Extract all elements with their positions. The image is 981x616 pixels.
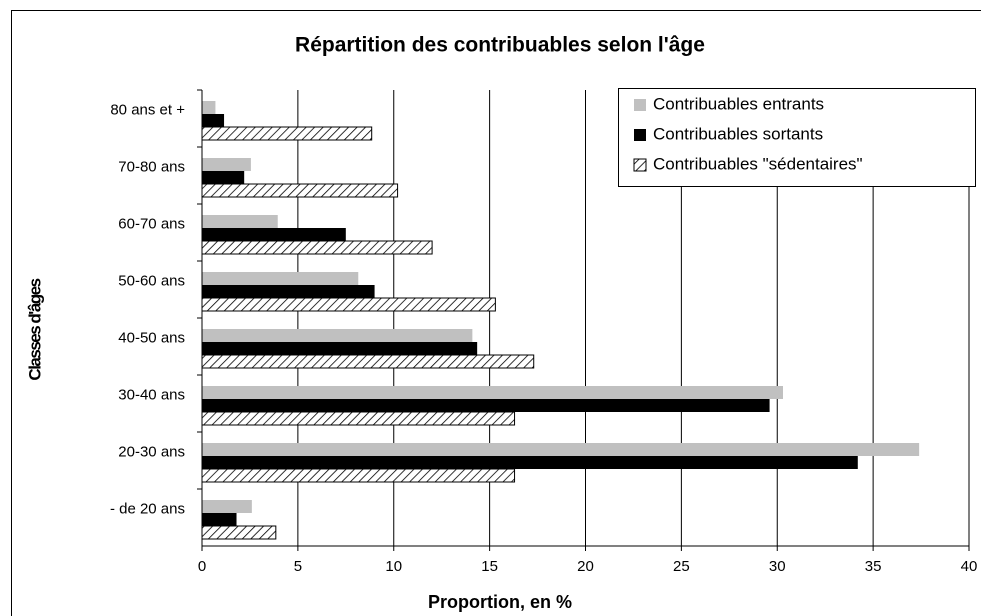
bar [202, 285, 375, 298]
x-tick-label: 30 [769, 558, 786, 575]
bar [201, 354, 535, 369]
x-axis-title: Proportion, en % [428, 592, 572, 612]
y-tick-label: 30-40 ans [118, 386, 185, 403]
x-tick-label: 10 [385, 558, 402, 575]
bar [202, 272, 359, 285]
bar [201, 525, 277, 540]
legend-label: Contribuables "sédentaires" [653, 154, 863, 173]
legend-swatch [633, 158, 647, 172]
bar [201, 183, 399, 198]
bar [201, 468, 516, 483]
bar [202, 171, 245, 184]
x-tick-label: 5 [294, 558, 302, 575]
legend-label: Contribuables sortants [653, 124, 823, 143]
y-tick-label: 80 ans et + [110, 101, 185, 118]
bar [202, 456, 858, 469]
y-tick-label: 40-50 ans [118, 329, 185, 346]
bar [201, 411, 516, 426]
bar [201, 297, 496, 312]
bar [201, 240, 433, 255]
bar [202, 500, 252, 513]
bar [202, 158, 251, 171]
legend-box [618, 88, 976, 187]
y-tick-label: 60-70 ans [118, 215, 185, 232]
bar [202, 114, 225, 127]
bar [202, 215, 278, 228]
legend-label: Contribuables entrants [653, 94, 824, 113]
y-tick-label: 50-60 ans [118, 272, 185, 289]
x-tick-label: 40 [961, 558, 978, 575]
legend-swatch [634, 129, 646, 141]
chart-title: Répartition des contribuables selon l'âg… [295, 34, 705, 57]
x-tick-label: 15 [481, 558, 498, 575]
x-tick-label: 25 [673, 558, 690, 575]
bar [202, 443, 920, 456]
legend-swatch [634, 99, 646, 111]
bar [202, 399, 770, 412]
y-tick-label: 20-30 ans [118, 443, 185, 460]
bar [202, 228, 346, 241]
y-axis-title: Classes d'âges [25, 278, 44, 380]
bar [202, 386, 784, 399]
x-tick-label: 35 [865, 558, 882, 575]
bar [201, 126, 373, 141]
bar [202, 329, 473, 342]
bar [202, 513, 237, 526]
y-tick-label: - de 20 ans [110, 500, 185, 517]
x-tick-label: 20 [577, 558, 594, 575]
y-tick-label: 70-80 ans [118, 158, 185, 175]
x-tick-label: 0 [198, 558, 206, 575]
bar [202, 342, 478, 355]
bar [202, 101, 216, 114]
